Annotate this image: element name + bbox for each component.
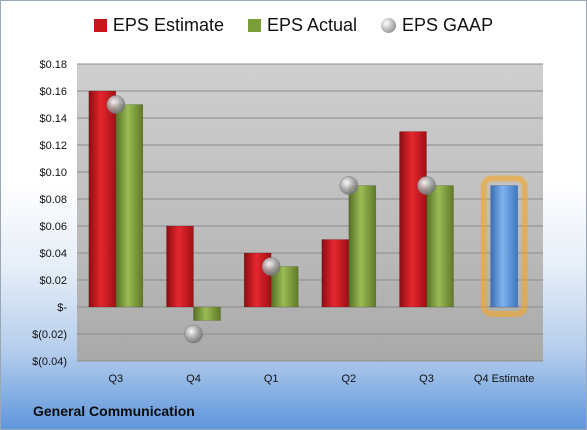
y-tick-label: $0.16 [39, 86, 67, 98]
grid-lines [77, 63, 543, 362]
marker-eps-gaap [339, 176, 359, 195]
bar-highlight-glow [480, 175, 528, 317]
y-tick-label: $0.04 [39, 248, 67, 260]
marker-eps-gaap [184, 324, 203, 344]
legend-item-estimate: EPS Estimate [93, 15, 224, 36]
legend-label-estimate: EPS Estimate [112, 15, 224, 35]
x-tick-label: Q4 Estimate [474, 373, 535, 385]
bar-q4-estimate [490, 185, 518, 308]
marker-eps-gaap [261, 257, 281, 276]
x-tick-label: Q4 [186, 373, 201, 385]
y-tick-label: $(0.04) [32, 356, 67, 368]
bar-eps-estimate [88, 90, 117, 308]
legend-swatch-actual [247, 19, 261, 32]
plot-area [77, 64, 543, 361]
marker-eps-gaap [106, 95, 126, 114]
x-tick-label: Q2 [341, 373, 356, 385]
y-tick-label: $- [57, 302, 67, 314]
bar-eps-estimate [321, 239, 350, 308]
y-tick-label: $0.06 [39, 221, 67, 233]
y-tick-label: $0.18 [39, 59, 67, 71]
bars [88, 90, 528, 321]
gaap-markers [106, 95, 436, 344]
y-axis-ticks: $(0.04) $(0.02) $- $0.02 $0.04 $0.06 $0.08 $0.1… [32, 59, 67, 368]
bar-eps-estimate [166, 225, 194, 308]
legend-swatch-gaap [381, 18, 397, 33]
y-tick-label: $0.10 [39, 167, 67, 179]
legend-item-gaap: EPS GAAP [381, 15, 493, 36]
y-tick-label: $0.02 [39, 275, 67, 287]
y-tick-label: $(0.02) [32, 329, 67, 341]
x-tick-label: Q1 [264, 373, 279, 385]
bar-eps-actual [426, 185, 454, 308]
x-tick-label: Q3 [419, 373, 434, 385]
bar-eps-actual [193, 306, 221, 321]
legend-label-actual: EPS Actual [266, 15, 358, 35]
company-name: General Communication [33, 403, 195, 419]
bar-eps-actual [348, 185, 377, 308]
legend-item-actual: EPS Actual [247, 15, 358, 36]
x-tick-label: Q3 [108, 373, 123, 385]
marker-eps-gaap [417, 176, 436, 195]
bar-eps-estimate [399, 131, 427, 308]
y-tick-label: $0.08 [39, 194, 67, 206]
bar-eps-actual [270, 266, 299, 308]
legend-swatch-estimate [93, 19, 107, 32]
legend-label-gaap: EPS GAAP [402, 15, 494, 35]
y-tick-label: $0.14 [39, 113, 67, 125]
x-axis-ticks: Q3 Q4 Q1 Q2 Q3 Q4 Estimate [108, 373, 534, 385]
chart-legend: EPS Estimate EPS Actual EPS GAAP [1, 15, 586, 36]
y-tick-label: $0.12 [39, 140, 67, 152]
bar-eps-actual [115, 104, 144, 308]
